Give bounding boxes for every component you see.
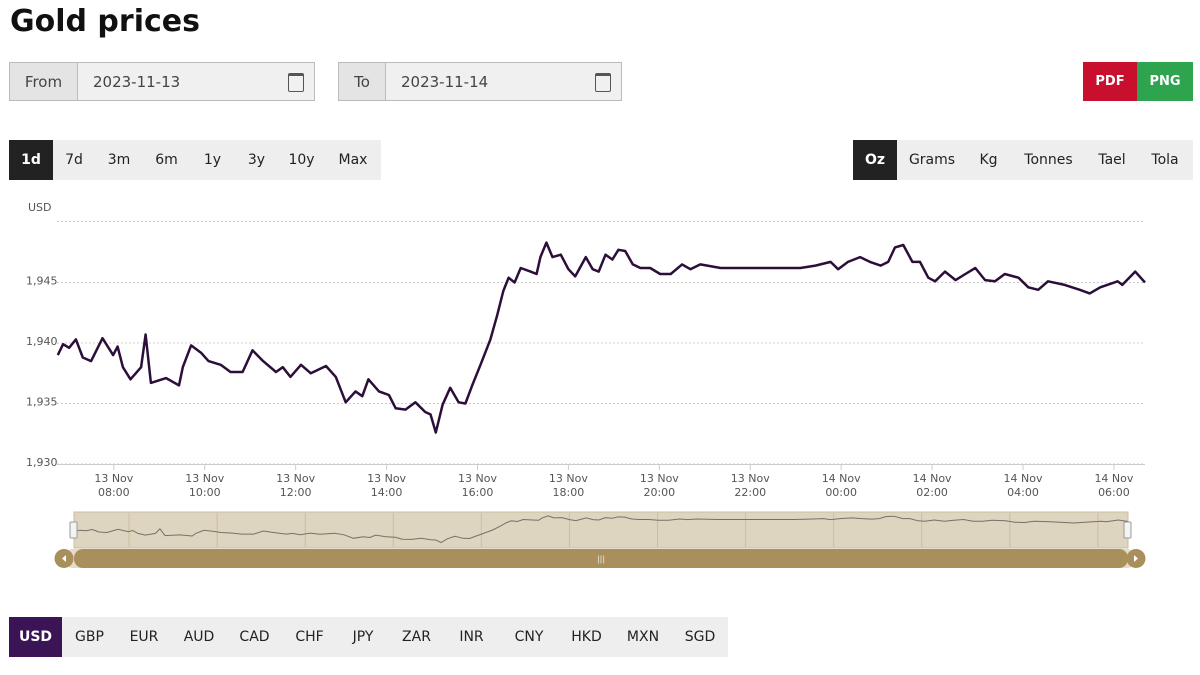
- x-tick-label: 14 Nov 04:00: [1003, 472, 1043, 499]
- y-tick-label: 1,940: [26, 335, 58, 348]
- chart: USD 1,930 1,935 1,940 1,945 |||: [26, 201, 1146, 568]
- calendar-icon[interactable]: [288, 73, 304, 92]
- range-button[interactable]: 1d: [9, 140, 53, 180]
- to-label: To: [339, 63, 386, 100]
- navigator: |||: [54, 511, 1146, 568]
- navigator-line: [74, 515, 1129, 544]
- unit-button[interactable]: Tonnes: [1024, 152, 1073, 168]
- scrollbar-thumb[interactable]: [74, 549, 1128, 568]
- navigator-handle[interactable]: [1123, 521, 1132, 539]
- range-buttons: 1d 7d 3m 6m 1y 3y 10y Max: [9, 140, 381, 180]
- to-date: To 2023-11-14: [338, 62, 622, 101]
- calendar-icon[interactable]: [595, 73, 611, 92]
- png-button[interactable]: PNG: [1137, 62, 1193, 101]
- range-button[interactable]: 1y: [203, 152, 222, 168]
- from-input[interactable]: 2023-11-13: [78, 63, 314, 100]
- from-value: 2023-11-13: [93, 72, 181, 91]
- range-button[interactable]: 3y: [247, 152, 266, 168]
- y-tick-label: 1,930: [26, 456, 58, 469]
- navigator-window: [73, 511, 1129, 549]
- range-button[interactable]: 3m: [107, 152, 131, 168]
- unit-button[interactable]: Kg: [979, 152, 998, 168]
- currency-button[interactable]: CAD: [239, 629, 270, 645]
- currency-button[interactable]: MXN: [626, 629, 660, 645]
- currency-button[interactable]: EUR: [129, 629, 159, 645]
- x-tick-label: 13 Nov 22:00: [730, 472, 770, 499]
- unit-button[interactable]: Oz: [853, 140, 897, 180]
- page-title: Gold prices: [10, 4, 200, 39]
- unit-buttons: Oz Grams Kg Tonnes Tael Tola: [853, 140, 1193, 180]
- x-tick-label: 13 Nov 20:00: [639, 472, 679, 499]
- pdf-button[interactable]: PDF: [1083, 62, 1137, 101]
- unit-button[interactable]: Grams: [908, 152, 956, 168]
- currency-button[interactable]: ZAR: [402, 629, 431, 645]
- y-tick-label: 1,945: [26, 275, 58, 288]
- currency-button[interactable]: JPY: [352, 629, 374, 645]
- x-tick-label: 14 Nov 00:00: [821, 472, 861, 499]
- currency-button[interactable]: INR: [459, 629, 484, 645]
- unit-button[interactable]: Tael: [1098, 152, 1126, 168]
- unit-button[interactable]: Tola: [1151, 152, 1179, 168]
- currency-button[interactable]: USD: [9, 617, 62, 657]
- x-tick-label: 13 Nov 10:00: [185, 472, 225, 499]
- currency-button[interactable]: CHF: [295, 629, 324, 645]
- range-button[interactable]: Max: [338, 152, 368, 168]
- from-label: From: [10, 63, 78, 100]
- currency-button[interactable]: HKD: [571, 629, 602, 645]
- y-tick-label: 1,935: [26, 396, 58, 409]
- x-tick-label: 13 Nov 08:00: [94, 472, 134, 499]
- x-tick-label: 14 Nov 02:00: [912, 472, 952, 499]
- currency-button[interactable]: GBP: [75, 629, 104, 645]
- from-date: From 2023-11-13: [9, 62, 315, 101]
- scrollbar-grip: |||: [597, 555, 605, 564]
- y-axis-label: USD: [28, 201, 52, 214]
- currency-button[interactable]: AUD: [183, 629, 215, 645]
- x-tick-label: 14 Nov 06:00: [1094, 472, 1134, 499]
- x-tick-label: 13 Nov 16:00: [458, 472, 497, 499]
- to-input[interactable]: 2023-11-14: [386, 63, 621, 100]
- x-tick-label: 13 Nov 14:00: [367, 472, 407, 499]
- currency-button[interactable]: CNY: [514, 629, 544, 645]
- range-button[interactable]: 7d: [65, 152, 83, 168]
- range-button[interactable]: 10y: [288, 152, 315, 168]
- x-tick-label: 13 Nov 18:00: [548, 472, 588, 499]
- currency-buttons: USD GBP EUR AUD CAD CHF JPY ZAR INR CNY HKD MXN SGD: [9, 617, 728, 657]
- x-tick-label: 13 Nov 12:00: [276, 472, 316, 499]
- price-line: [56, 241, 1146, 434]
- range-button[interactable]: 6m: [155, 152, 178, 168]
- to-value: 2023-11-14: [401, 72, 489, 91]
- navigator-handle[interactable]: [69, 521, 78, 539]
- currency-button[interactable]: SGD: [684, 629, 716, 645]
